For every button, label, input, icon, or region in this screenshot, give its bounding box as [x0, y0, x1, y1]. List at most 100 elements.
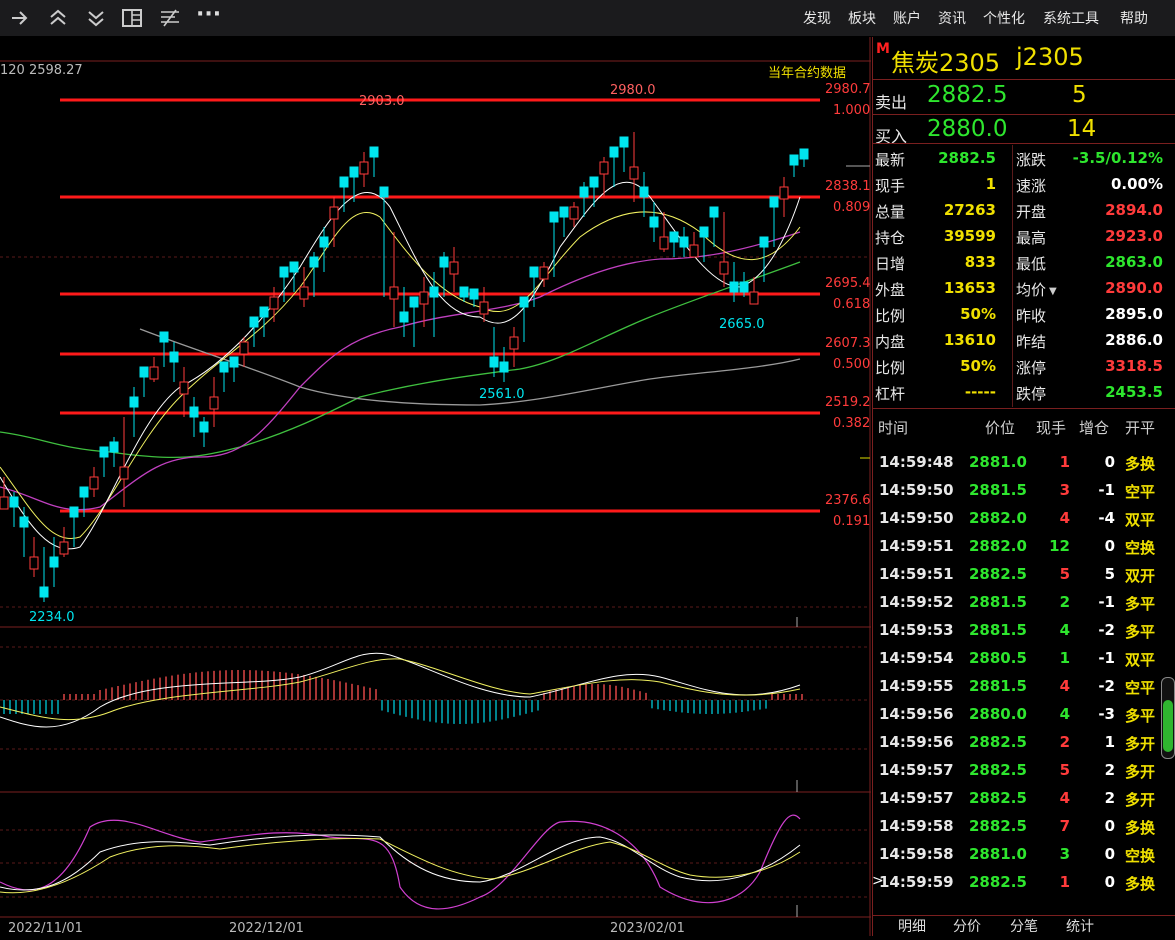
tab-statistics[interactable]: 统计 — [1066, 919, 1094, 935]
kdj-k-line — [0, 834, 801, 891]
double-up-icon[interactable] — [46, 6, 70, 30]
tick-oi-change: -1 — [1098, 593, 1115, 611]
candle-body — [799, 148, 809, 160]
ticks-header-oi: 增仓 — [1079, 419, 1110, 437]
tick-row[interactable]: 14:59:51 2882.0 12 0 空换 — [872, 532, 1175, 560]
field-value: ----- — [964, 383, 996, 401]
tab-price-distribution[interactable]: 分价 — [953, 919, 981, 935]
ticks-header-price: 价位 — [985, 419, 1016, 437]
tick-row[interactable]: 14:59:56 2880.0 4 -3 多平 — [872, 700, 1175, 728]
tab-ticks[interactable]: 分笔 — [1010, 919, 1038, 935]
tick-row[interactable]: 14:59:48 2881.0 1 0 多换 — [872, 448, 1175, 476]
contract-code: j2305 — [1016, 43, 1084, 71]
candle-body — [769, 196, 779, 208]
arrow-right-icon[interactable] — [8, 6, 32, 30]
tick-row[interactable]: 14:59:55 2881.5 4 -2 空平 — [872, 672, 1175, 700]
ticks-scrollbar[interactable] — [1161, 677, 1175, 759]
fib-price-2: 2838.1 — [825, 179, 871, 194]
candle-body — [529, 266, 539, 278]
tick-time: 14:59:57 — [879, 761, 954, 779]
ticks-header: 时间 价位 现手 增仓 开平 — [872, 417, 1175, 441]
double-down-icon[interactable] — [84, 6, 108, 30]
candle-body — [439, 256, 449, 268]
tick-time: 14:59:58 — [879, 817, 954, 835]
field-label: 最低 — [1016, 255, 1047, 273]
tick-type: 双平 — [1125, 651, 1156, 669]
tick-row[interactable]: 14:59:59 2882.5 1 0 多换 — [872, 868, 1175, 896]
tab-detail[interactable]: 明细 — [898, 919, 926, 935]
candle-body — [349, 166, 359, 178]
tick-price: 2882.5 — [969, 817, 1027, 835]
field-value: 50% — [960, 357, 996, 375]
candle-body — [89, 476, 99, 490]
candlesticks — [0, 132, 809, 602]
tick-hand: 1 — [1059, 649, 1070, 667]
field-label: 杠杆 — [875, 385, 906, 403]
candle-body — [489, 356, 499, 368]
contract-name: 焦炭2305 — [891, 49, 1001, 77]
layout-icon[interactable] — [120, 6, 144, 30]
tick-row[interactable]: 14:59:54 2880.5 1 -1 双平 — [872, 644, 1175, 672]
tick-oi-change: 0 — [1104, 537, 1115, 555]
tick-row[interactable]: 14:59:50 2882.0 4 -4 双平 — [872, 504, 1175, 532]
kline-chart[interactable] — [0, 37, 871, 936]
candle-body — [249, 316, 259, 328]
candle-body — [639, 186, 649, 198]
tick-row[interactable]: 14:59:53 2881.5 4 -2 多平 — [872, 616, 1175, 644]
tick-row[interactable]: 14:59:56 2882.5 2 1 多开 — [872, 728, 1175, 756]
tick-row[interactable]: 14:59:57 2882.5 4 2 多开 — [872, 784, 1175, 812]
contract-data-label[interactable]: 当年合约数据 — [768, 66, 847, 81]
candle-body — [259, 306, 269, 318]
scrollbar-thumb[interactable] — [1163, 700, 1173, 752]
tick-oi-change: -2 — [1098, 677, 1115, 695]
candle-body — [569, 206, 579, 220]
indicator-icon[interactable] — [158, 6, 182, 30]
tick-row[interactable]: 14:59:58 2882.5 7 0 多换 — [872, 812, 1175, 840]
tick-price: 2880.0 — [969, 705, 1027, 723]
tick-oi-change: -1 — [1098, 481, 1115, 499]
more-icon[interactable]: ··· — [196, 2, 222, 27]
menu-sectors[interactable]: 板块 — [848, 11, 876, 27]
tick-time: 14:59:54 — [879, 649, 954, 667]
field-label: 最高 — [1016, 229, 1047, 247]
field-label: 开盘 — [1016, 203, 1047, 221]
ticks-header-hand: 现手 — [1036, 419, 1067, 437]
candle-body — [149, 366, 159, 380]
menu-account[interactable]: 账户 — [893, 11, 921, 27]
menu-discover[interactable]: 发现 — [803, 11, 831, 27]
candle-body — [659, 236, 669, 250]
tick-row[interactable]: 14:59:50 2881.5 3 -1 空平 — [872, 476, 1175, 504]
candle-body — [49, 556, 59, 568]
field-label: 比例 — [875, 307, 906, 325]
tick-oi-change: 2 — [1104, 761, 1115, 779]
field-value: 833 — [964, 253, 996, 271]
tick-hand: 3 — [1059, 845, 1070, 863]
field-label: 日增 — [875, 255, 906, 273]
tick-time: 14:59:48 — [879, 453, 954, 471]
tick-row[interactable]: 14:59:58 2881.0 3 0 空换 — [872, 840, 1175, 868]
field-value: 2923.0 — [1105, 227, 1163, 245]
menu-system-tools[interactable]: 系统工具 — [1043, 11, 1099, 27]
tick-row[interactable]: 14:59:57 2882.5 5 2 多开 — [872, 756, 1175, 784]
candle-body — [319, 236, 329, 248]
tick-oi-change: -1 — [1098, 649, 1115, 667]
tick-row[interactable]: 14:59:51 2882.5 5 5 双开 — [872, 560, 1175, 588]
tick-type: 多换 — [1125, 819, 1156, 837]
candle-body — [19, 516, 29, 528]
date-label-2: 2022/12/01 — [229, 921, 304, 936]
candle-body — [299, 286, 309, 300]
candle-body — [609, 146, 619, 158]
tick-row[interactable]: 14:59:52 2881.5 2 -1 多平 — [872, 588, 1175, 616]
field-value: 2863.0 — [1105, 253, 1163, 271]
candle-body — [709, 206, 719, 218]
menu-help[interactable]: 帮助 — [1120, 11, 1148, 27]
candle-body — [329, 206, 339, 220]
caret-down-icon[interactable]: ▼ — [1049, 286, 1057, 297]
tick-type: 多平 — [1125, 623, 1156, 641]
field-value: 2882.5 — [938, 149, 996, 167]
menu-personalize[interactable]: 个性化 — [983, 11, 1025, 27]
kline-chart-area[interactable]: 120 2598.27 当年合约数据 2980.7 1.000 2838.1 0… — [0, 37, 871, 936]
candle-body — [229, 356, 239, 368]
candle-body — [359, 161, 369, 175]
menu-news[interactable]: 资讯 — [938, 11, 966, 27]
